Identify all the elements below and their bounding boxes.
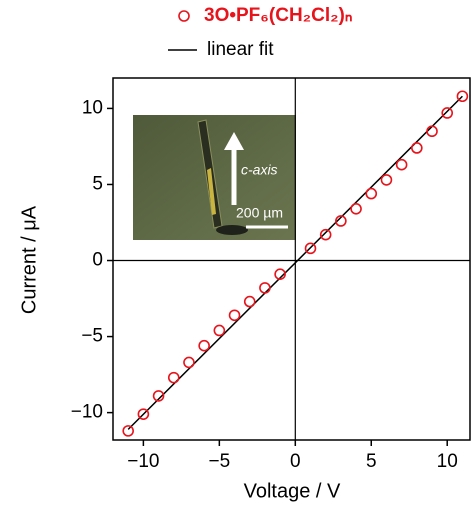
x-tick-label: 10 [437, 451, 458, 472]
data-point [441, 107, 454, 119]
data-point [213, 324, 226, 337]
data-point [350, 203, 362, 215]
inset-photo: c-axis 200 µm [133, 115, 296, 240]
x-tick-label: 5 [366, 451, 377, 472]
data-point [259, 282, 271, 294]
y-tick-label: 5 [92, 173, 103, 194]
y-tick-label: −5 [81, 326, 103, 347]
data-point [198, 339, 210, 352]
legend-marker [178, 10, 190, 22]
y-axis-label: Current / μA [18, 205, 40, 314]
data-point [304, 242, 317, 255]
data-point [243, 295, 256, 308]
data-point [152, 390, 165, 402]
legend-label: 3O•PF₆(CH₂Cl₂)ₙ [204, 5, 352, 26]
x-tick-label: −5 [209, 451, 231, 472]
data-point [183, 356, 195, 369]
data-point [411, 142, 423, 154]
legend-label: linear fit [207, 39, 274, 60]
data-point [395, 158, 408, 171]
data-point [365, 187, 378, 200]
y-tick-label: 10 [82, 97, 103, 118]
data-point [137, 408, 150, 420]
plot-frame [112, 77, 471, 441]
x-axis-label: Voltage / V [244, 480, 341, 502]
inset-label: c-axis [241, 162, 278, 178]
y-tick-label: −10 [71, 402, 103, 423]
data-point [228, 309, 241, 322]
data-point [380, 174, 393, 186]
data-point [274, 268, 286, 281]
scale-bar-label: 200 µm [236, 205, 283, 221]
data-point [167, 371, 180, 384]
data-point [319, 228, 332, 241]
data-point [456, 90, 469, 103]
data-point [426, 125, 438, 138]
y-tick-label: 0 [92, 250, 103, 271]
data-point [122, 425, 134, 437]
x-tick-label: −10 [127, 451, 159, 472]
x-tick-label: 0 [290, 451, 301, 472]
data-point [335, 215, 347, 227]
fit-line [127, 95, 463, 430]
